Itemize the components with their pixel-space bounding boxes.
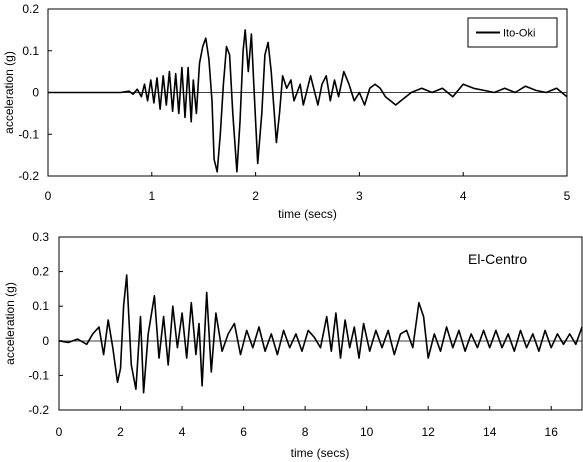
y-tick-label: 0.1 [22, 44, 39, 58]
x-tick-label: 16 [545, 425, 559, 439]
y-tick-label: 0.2 [22, 2, 39, 16]
x-tick-label: 0 [45, 189, 52, 203]
y-tick-label: -0.1 [28, 368, 49, 382]
series-group [58, 274, 583, 394]
x-tick-label: 10 [360, 425, 374, 439]
x-tick-label: 2 [252, 189, 259, 203]
series-line [48, 29, 568, 173]
tick-labels: -0.2 -0.1 0 0.1 0.2 0 1 2 3 4 5 [18, 2, 570, 203]
y-tick-label: -0.1 [18, 127, 39, 141]
y-tick-label: 0.2 [32, 265, 49, 279]
y-tick-label: 0 [42, 334, 49, 348]
legend: Ito-Oki [467, 17, 558, 48]
annotation-el-centro: El-Centro [468, 251, 527, 267]
series-group [48, 29, 568, 173]
x-tick-label: 4 [460, 189, 467, 203]
y-tick-label: -0.2 [28, 403, 49, 417]
y-axis-label: acceleration (g) [2, 51, 16, 134]
plot-area-frame [58, 236, 583, 411]
x-tick-label: 12 [421, 425, 435, 439]
series-line [58, 274, 583, 394]
x-tick-label: 8 [302, 425, 309, 439]
x-tick-label: 14 [483, 425, 497, 439]
x-tick-label: 2 [117, 425, 124, 439]
x-tick-label: 1 [148, 189, 155, 203]
x-tick-label: 3 [356, 189, 363, 203]
y-tick-label: 0.3 [32, 230, 49, 244]
chart-el-centro: -0.2 -0.1 0 0.1 0.2 0.3 0 2 4 6 8 10 12 14 16 time (se… [3, 230, 583, 460]
y-tick-label: 0.1 [32, 299, 49, 313]
y-tick-label: -0.2 [18, 169, 39, 183]
y-tick-label: 0 [32, 86, 39, 100]
x-tick-label: 4 [179, 425, 186, 439]
tick-labels: -0.2 -0.1 0 0.1 0.2 0.3 0 2 4 6 8 10 12 14 16 [28, 230, 558, 439]
chart-ito-oki: -0.2 -0.1 0 0.1 0.2 0 1 2 3 4 5 time (secs) accele… [2, 2, 571, 221]
x-axis-label: time (secs) [291, 446, 350, 460]
legend-entry-ito-oki: Ito-Oki [503, 28, 535, 40]
x-tick-label: 5 [564, 189, 571, 203]
x-tick-label: 0 [56, 425, 63, 439]
x-tick-label: 6 [240, 425, 247, 439]
y-axis-label: acceleration (g) [3, 282, 17, 365]
x-axis-label: time (secs) [278, 207, 337, 221]
